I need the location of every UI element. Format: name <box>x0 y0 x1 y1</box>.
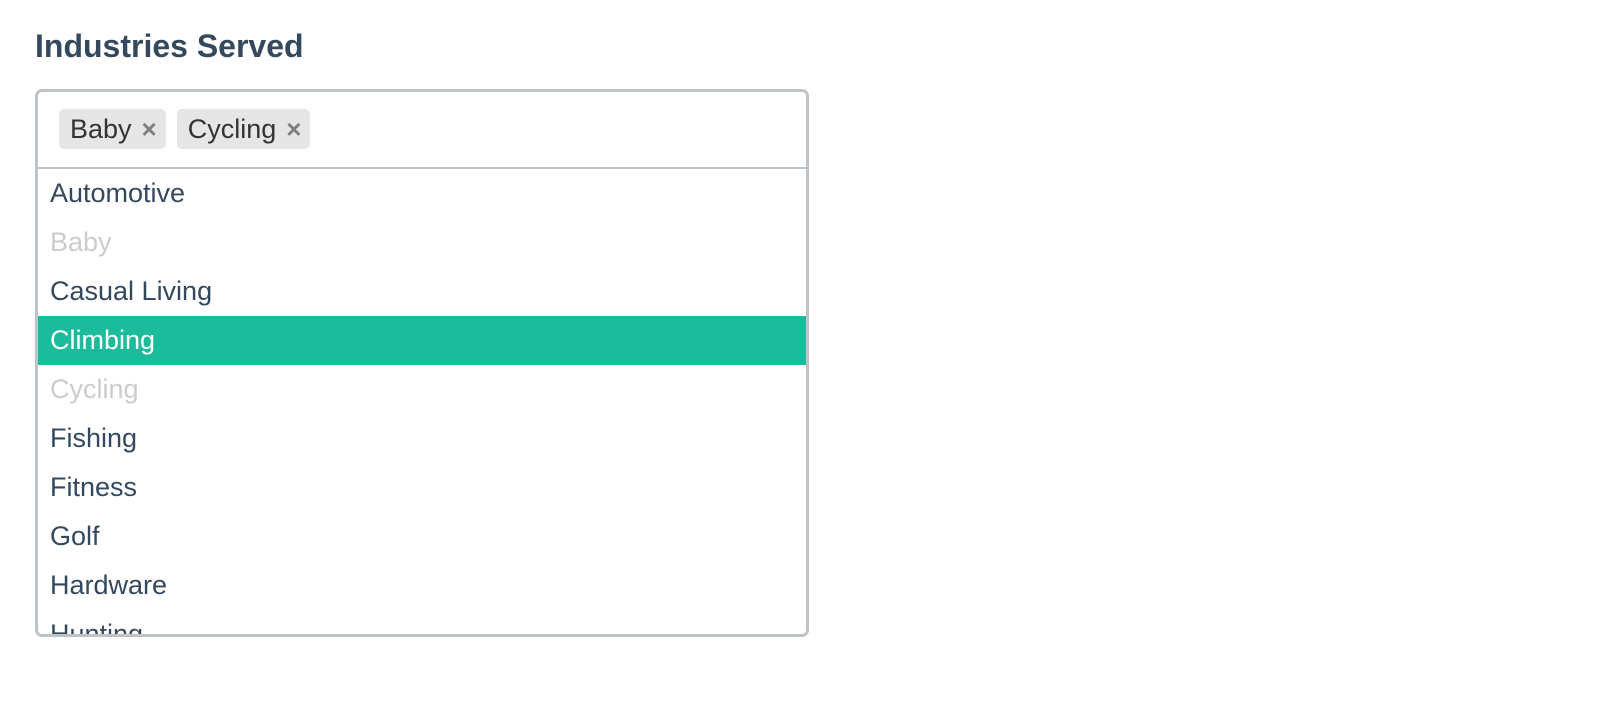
option-fishing[interactable]: Fishing <box>50 423 138 453</box>
tag-baby: Baby × <box>59 109 166 149</box>
tag-label: Cycling <box>187 113 277 144</box>
tag-cycling: Cycling × <box>176 109 311 149</box>
option-baby: Baby <box>50 227 112 257</box>
selected-tags-area[interactable]: Baby × Cycling × <box>38 92 806 169</box>
remove-tag-icon[interactable]: × <box>286 114 302 144</box>
option-cycling: Cycling <box>50 374 139 404</box>
tag-label: Baby <box>70 113 132 144</box>
option-hunting[interactable]: Hunting <box>50 619 144 635</box>
option-hardware[interactable]: Hardware <box>50 570 168 600</box>
field-label: Industries Served <box>35 28 304 64</box>
option-climbing[interactable]: Climbing <box>38 316 806 365</box>
industries-field: Industries Served <box>35 26 304 66</box>
option-automotive[interactable]: Automotive <box>50 178 186 208</box>
option-golf[interactable]: Golf <box>50 521 100 551</box>
option-casual-living[interactable]: Casual Living <box>50 276 213 306</box>
option-fitness[interactable]: Fitness <box>50 472 138 502</box>
options-list[interactable]: Automotive Baby Casual Living Climbing C… <box>38 169 806 635</box>
remove-tag-icon[interactable]: × <box>141 114 157 144</box>
multiselect-dropdown[interactable]: Baby × Cycling × Automotive Baby Casual … <box>35 89 809 637</box>
